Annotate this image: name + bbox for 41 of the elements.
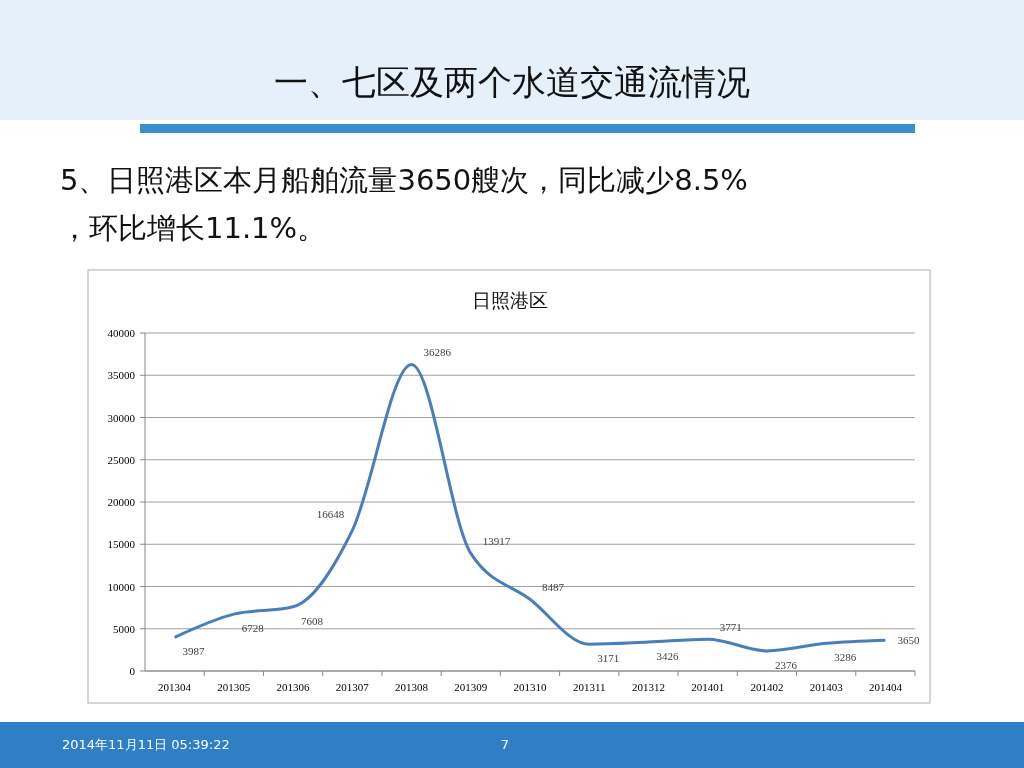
data-label: 3650 [897, 634, 920, 647]
x-tick-label: 201307 [335, 681, 370, 693]
x-tick-label: 201312 [631, 681, 665, 693]
line-series [173, 362, 887, 653]
y-tick-label: 30000 [107, 411, 136, 424]
x-tick-label: 201404 [868, 681, 903, 693]
y-tick-label: 5000 [113, 622, 136, 635]
x-tick-label: 201401 [691, 681, 725, 693]
x-tick-label: 201306 [276, 681, 311, 693]
data-label: 6728 [241, 622, 265, 635]
y-tick-label: 10000 [107, 580, 136, 593]
data-label: 2376 [774, 658, 798, 671]
data-label: 3286 [834, 651, 857, 664]
x-tick-label: 201310 [513, 681, 547, 693]
text: 2014年11月11日 05:39:22 [62, 737, 230, 752]
data-label: 3987 [182, 645, 206, 658]
y-tick-label: 25000 [107, 453, 136, 466]
text: 7 [500, 737, 510, 752]
y-tick-label: 20000 [107, 496, 136, 508]
x-tick-label: 201403 [809, 681, 844, 693]
y-tick-label: 40000 [107, 327, 136, 339]
x-tick-label: 201305 [217, 681, 251, 693]
data-label: 3171 [597, 652, 620, 665]
x-tick-label: 201304 [158, 681, 192, 693]
y-tick-label: 15000 [107, 538, 136, 551]
data-label: 3771 [719, 621, 742, 634]
data-label: 7608 [301, 614, 324, 627]
data-label: 8487 [542, 581, 565, 594]
x-tick-label: 201311 [572, 681, 606, 693]
y-tick-label: 35000 [107, 369, 136, 382]
x-tick-label: 201308 [395, 681, 429, 693]
text: 5、日照港区本月船舶流量3650艘次，同比减少8.5%，环比增长11.1%。 [60, 163, 748, 245]
data-label: 3426 [656, 650, 679, 663]
text: 一、七区及两个水道交通流情况 [274, 62, 750, 102]
data-label: 16648 [316, 508, 345, 521]
data-label: 36286 [423, 346, 452, 359]
y-tick-label: 0 [129, 665, 136, 677]
x-tick-label: 201309 [454, 681, 488, 693]
data-label: 13917 [482, 535, 511, 548]
chart-title: 日照港区 [472, 289, 548, 311]
x-tick-label: 201402 [750, 681, 784, 693]
